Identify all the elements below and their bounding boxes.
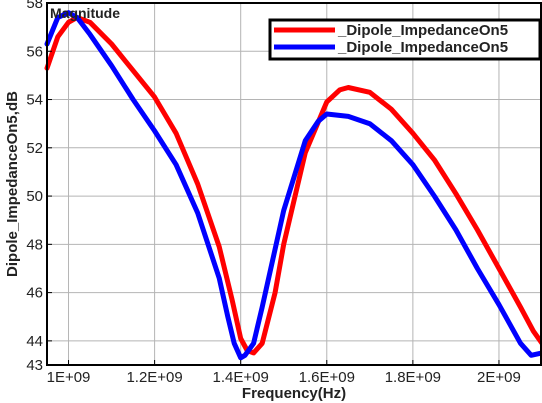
x-tick-label: 1.6E+09 — [299, 369, 355, 386]
y-axis-label: Dipole_ImpedanceOn5,dB — [4, 91, 21, 277]
series-layer — [44, 10, 542, 361]
legend: _Dipole_ImpedanceOn5_Dipole_ImpedanceOn5 — [268, 18, 542, 61]
y-tick-label: 48 — [26, 236, 43, 253]
legend-label: _Dipole_ImpedanceOn5 — [337, 39, 508, 56]
x-tick-label: 1.8E+09 — [385, 369, 441, 386]
legend-label: _Dipole_ImpedanceOn5 — [337, 22, 508, 39]
y-tick-label: 43 — [26, 357, 43, 374]
y-tick-label: 54 — [26, 92, 43, 109]
legend-box — [268, 18, 542, 61]
series-line-2 — [44, 10, 542, 361]
x-tick-label: 1.2E+09 — [126, 369, 182, 386]
y-tick-label: 50 — [26, 188, 43, 205]
y-tick-label: 46 — [26, 285, 43, 302]
x-tick-label: 1.4E+09 — [213, 369, 269, 386]
x-axis-label: Frequency(Hz) — [242, 385, 346, 402]
x-tick-label: 1E+09 — [47, 369, 91, 386]
y-axis-ticks: 43 44 46 48 50 52 54 56 58 — [26, 0, 52, 374]
x-axis-ticks: 1E+09 1.2E+09 1.4E+09 1.6E+09 1.8E+09 2E+09 — [47, 360, 521, 386]
y-tick-label: 52 — [26, 140, 43, 157]
y-tick-label: 58 — [26, 0, 43, 12]
series-line-1 — [44, 15, 542, 356]
y-tick-label: 56 — [26, 43, 43, 60]
y-tick-label: 44 — [26, 333, 43, 350]
chart-title: Magnitude — [50, 5, 120, 21]
plot-frame — [46, 2, 542, 366]
x-tick-label: 2E+09 — [477, 369, 521, 386]
